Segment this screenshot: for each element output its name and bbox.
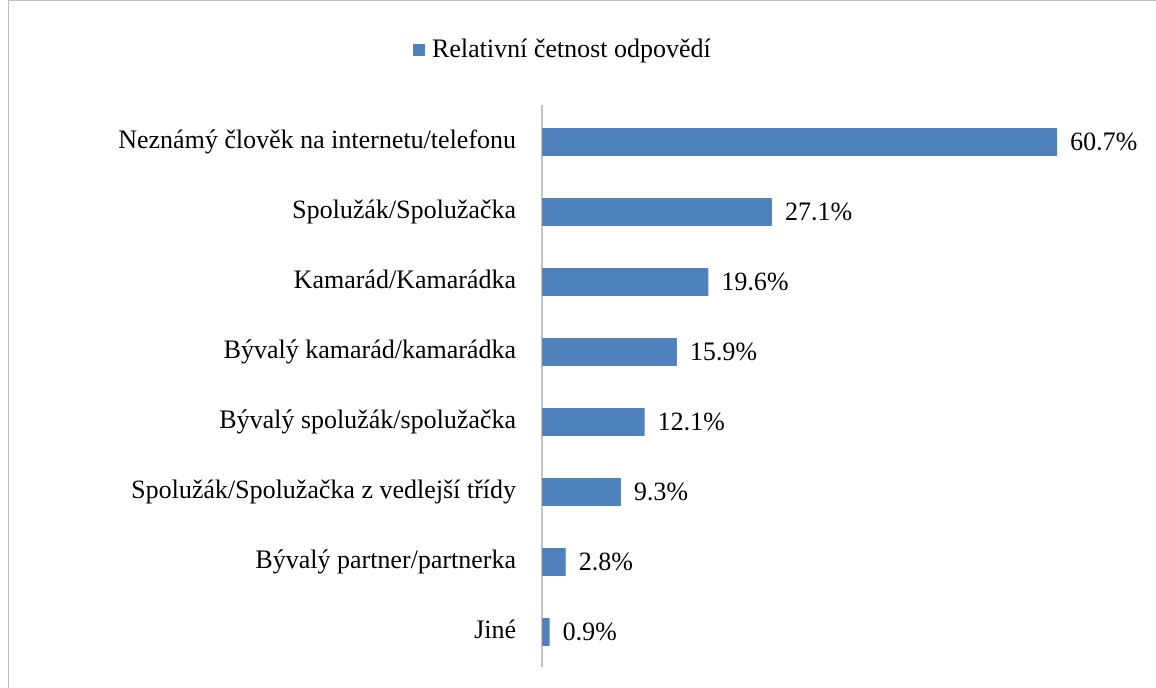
value-label: 9.3% <box>634 477 688 506</box>
bar <box>542 618 550 646</box>
bar <box>542 268 709 296</box>
bar <box>542 198 772 226</box>
chart-border <box>8 0 1156 688</box>
category-label: Kamarád/Kamarádka <box>294 265 517 294</box>
category-label: Jiné <box>474 615 516 644</box>
value-label: 0.9% <box>563 617 617 646</box>
category-label: Spolužák/Spolužačka z vedlejší třídy <box>131 475 516 504</box>
category-label: Bývalý partner/partnerka <box>255 545 516 574</box>
value-label: 2.8% <box>579 547 633 576</box>
bar <box>542 408 645 436</box>
legend-swatch <box>413 44 425 56</box>
bar <box>542 128 1058 156</box>
bar <box>542 548 566 576</box>
value-label: 60.7% <box>1070 127 1137 156</box>
value-label: 12.1% <box>658 407 725 436</box>
category-label: Bývalý kamarád/kamarádka <box>224 335 517 364</box>
legend-label: Relativní četnost odpovědí <box>432 34 711 63</box>
value-label: 15.9% <box>690 337 757 366</box>
bar <box>542 338 677 366</box>
value-label: 27.1% <box>785 197 852 226</box>
category-label: Spolužák/Spolužačka <box>292 195 516 224</box>
bar <box>542 478 621 506</box>
category-label: Neznámý člověk na internetu/telefonu <box>118 125 516 154</box>
category-label: Bývalý spolužák/spolužačka <box>219 405 516 434</box>
value-label: 19.6% <box>721 267 788 296</box>
